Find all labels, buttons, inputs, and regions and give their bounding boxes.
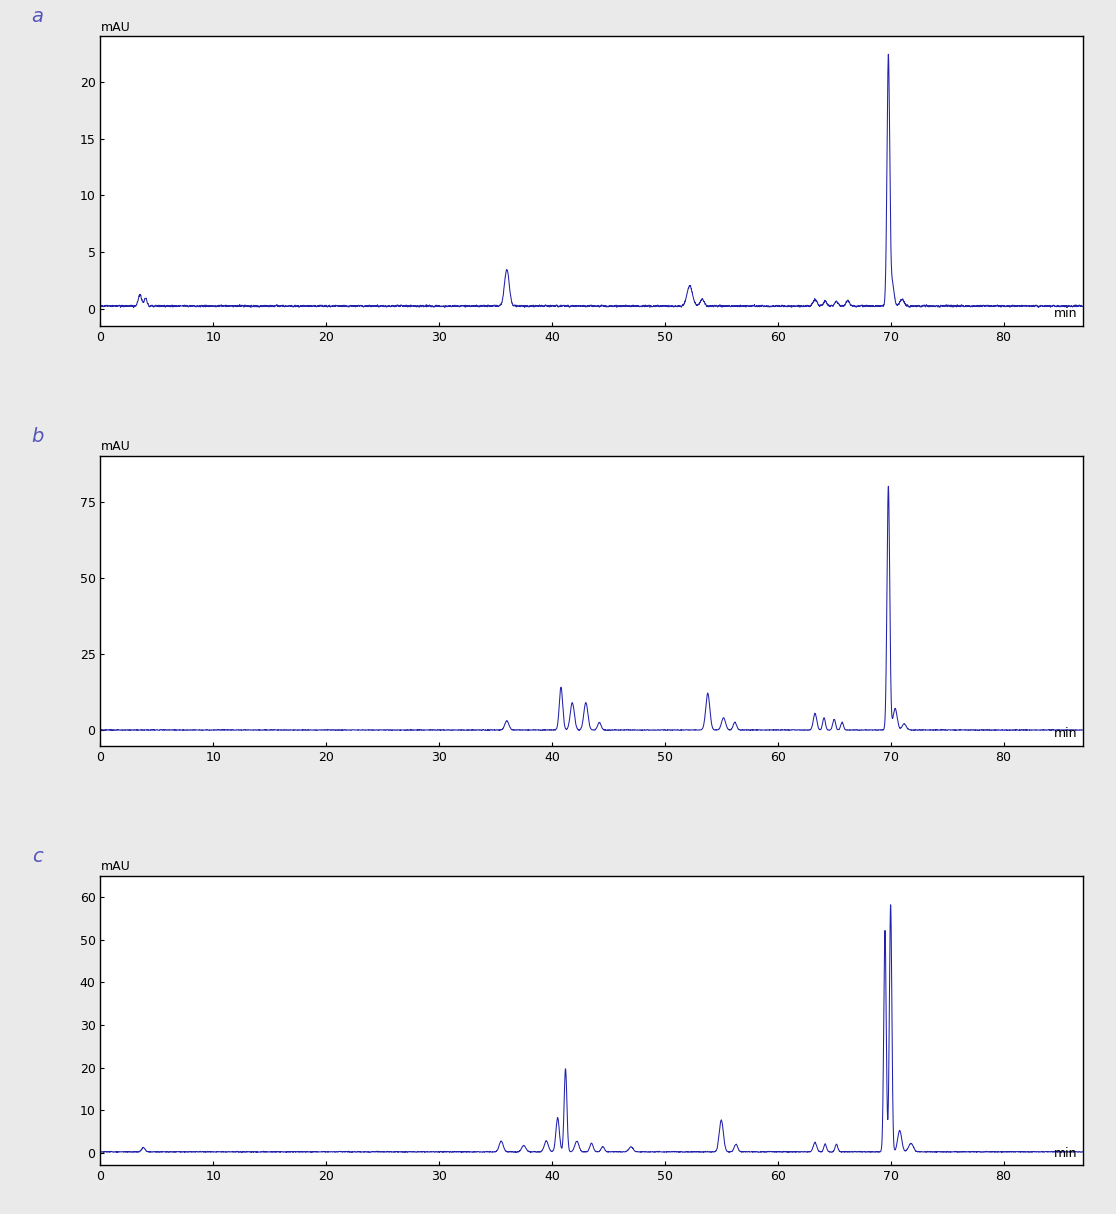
Text: a: a: [31, 7, 44, 27]
Text: mAU: mAU: [100, 441, 131, 453]
Text: mAU: mAU: [100, 860, 131, 873]
Text: min: min: [1054, 1147, 1077, 1159]
Text: min: min: [1054, 307, 1077, 320]
Text: c: c: [31, 847, 42, 866]
Text: min: min: [1054, 727, 1077, 739]
Text: b: b: [31, 427, 44, 447]
Text: mAU: mAU: [100, 21, 131, 34]
